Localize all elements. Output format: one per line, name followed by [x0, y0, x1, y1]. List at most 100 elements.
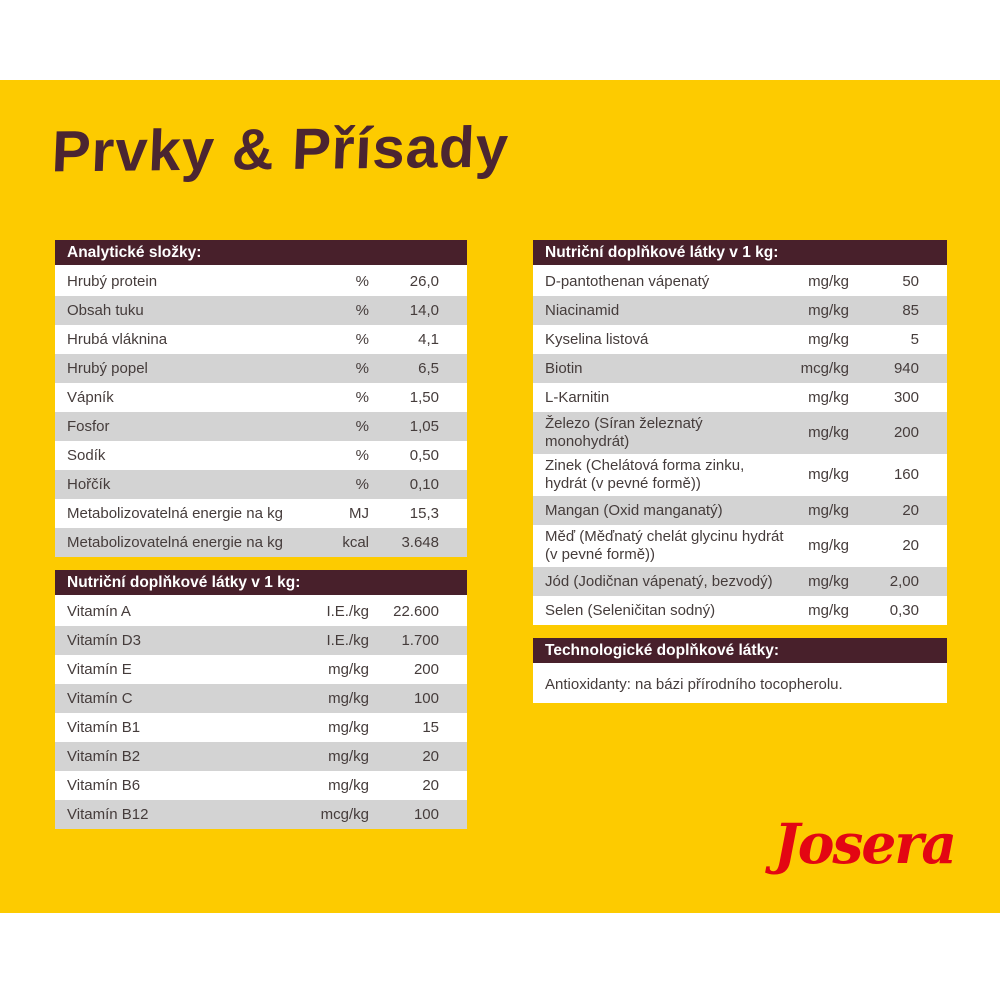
row-value: 1,50: [409, 388, 439, 406]
row-name: Vitamín D3: [67, 631, 141, 649]
row-value: 20: [422, 747, 439, 765]
row-unit: mg/kg: [808, 501, 849, 519]
row-unit: mg/kg: [328, 776, 369, 794]
row-name: Biotin: [545, 359, 583, 377]
row-name: Hrubá vláknina: [67, 330, 168, 348]
row-name: Vápník: [67, 388, 114, 406]
row-value: 50: [902, 272, 919, 290]
table-row: Metabolizovatelná energie na kg kcal 3.648: [55, 528, 467, 557]
row-value: 160: [893, 466, 919, 483]
row-value: 4,1: [418, 330, 439, 348]
table-row: Vitamín B6 mg/kg 20: [55, 771, 467, 800]
row-unit: I.E./kg: [326, 602, 369, 620]
row-value: 5: [910, 330, 919, 348]
analytical-table: Analytické složky: Hrubý protein% 26,0 Obs…: [55, 240, 467, 557]
table-row: Biotin mcg/kg 940: [533, 354, 947, 383]
row-unit: mg/kg: [808, 388, 849, 406]
table-row: L-Karnitin mg/kg 300: [533, 383, 947, 412]
page-title: Prvky & Přísady: [50, 114, 511, 185]
table-row: Vitamín A I.E./kg 22.600: [55, 597, 467, 626]
row-unit: mg/kg: [808, 537, 849, 554]
row-value: 20: [902, 501, 919, 519]
row-value: 0,10: [409, 475, 439, 493]
row-unit: mcg/kg: [800, 359, 849, 377]
table-row: Vápník% 1,50: [55, 383, 467, 412]
technological-table-content: Antioxidanty: na bázi přírodního tocophe…: [533, 665, 947, 703]
table-row: Zinek (Chelátová forma zinku, hydrát (v …: [533, 454, 947, 496]
row-unit: mg/kg: [808, 330, 849, 348]
nutritional-left-table-body: Vitamín A I.E./kg 22.600 Vitamín D3 I.E./kg 1…: [55, 597, 467, 829]
row-name: Vitamín E: [67, 660, 132, 678]
row-name: Sodík: [67, 446, 106, 464]
row-unit: mg/kg: [808, 424, 849, 441]
row-name: Železo (Síran železnatý monohydrát): [545, 415, 703, 450]
row-value: 20: [422, 776, 439, 794]
nutritional-right-table: Nutriční doplňkové látky v 1 kg: D-panto…: [533, 240, 947, 625]
row-value: 200: [413, 660, 439, 678]
row-name: Kyselina listová: [545, 330, 649, 348]
table-row: Sodík% 0,50: [55, 441, 467, 470]
row-value: 6,5: [418, 359, 439, 377]
top-white-band: [0, 0, 1000, 80]
table-row: Měď (Měďnatý chelát glycinu hydrát (v pe…: [533, 525, 947, 567]
nutritional-left-table: Nutriční doplňkové látky v 1 kg: Vitamín…: [55, 570, 467, 829]
table-row: Selen (Seleničitan sodný) mg/kg 0,30: [533, 596, 947, 625]
row-unit: mg/kg: [328, 689, 369, 707]
table-row: Hrubá vláknina% 4,1: [55, 325, 467, 354]
analytical-table-body: Hrubý protein% 26,0 Obsah tuku% 14,0 Hrubá v…: [55, 267, 467, 557]
table-row: Vitamín E mg/kg 200: [55, 655, 467, 684]
row-value: 20: [902, 537, 919, 554]
row-name: Hrubý protein: [67, 272, 158, 290]
row-name: Hrubý popel: [67, 359, 148, 377]
row-unit: mg/kg: [808, 466, 849, 483]
row-value: 0,30: [889, 601, 919, 619]
row-name: Selen (Seleničitan sodný): [545, 601, 716, 619]
row-unit: kcal: [342, 533, 369, 551]
table-row: Jód (Jodičnan vápenatý, bezvodý) mg/kg 2,0…: [533, 567, 947, 596]
table-row: Vitamín B1 mg/kg 15: [55, 713, 467, 742]
table-row: Hrubý protein% 26,0: [55, 267, 467, 296]
row-name: D-pantothenan vápenatý: [545, 272, 710, 290]
row-unit: mg/kg: [328, 718, 369, 736]
row-unit: mg/kg: [808, 572, 849, 590]
josera-logo: Josera: [773, 811, 957, 876]
row-value: 200: [893, 424, 919, 441]
row-unit: %: [355, 330, 369, 348]
row-value: 85: [902, 301, 919, 319]
table-row: Niacinamid mg/kg 85: [533, 296, 947, 325]
row-name: Metabolizovatelná energie na kg: [67, 533, 283, 551]
row-name: Vitamín B12: [67, 805, 149, 823]
row-value: 14,0: [409, 301, 439, 319]
row-unit: %: [355, 301, 369, 319]
row-value: 3.648: [401, 533, 439, 551]
row-unit: MJ: [349, 504, 369, 522]
row-name: Vitamín A: [67, 602, 131, 620]
left-column: Analytické složky: Hrubý protein% 26,0 Obs…: [55, 240, 467, 842]
row-unit: mg/kg: [808, 272, 849, 290]
row-unit: %: [355, 475, 369, 493]
bottom-white-band: [0, 913, 1000, 1000]
row-value: 15: [422, 718, 439, 736]
row-value: 100: [413, 805, 439, 823]
row-value: 15,3: [409, 504, 439, 522]
row-unit: mg/kg: [328, 747, 369, 765]
row-value: 1.700: [401, 631, 439, 649]
right-column: Nutriční doplňkové látky v 1 kg: D-panto…: [533, 240, 947, 716]
row-name: Měď (Měďnatý chelát glycinu hydrát (v pe…: [545, 528, 784, 563]
row-unit: mg/kg: [328, 660, 369, 678]
table-row: Mangan (Oxid manganatý) mg/kg 20: [533, 496, 947, 525]
row-name: Metabolizovatelná energie na kg: [67, 504, 283, 522]
row-name: Mangan (Oxid manganatý): [545, 501, 723, 519]
row-value: 300: [893, 388, 919, 406]
row-value: 22.600: [393, 602, 439, 620]
row-unit: %: [355, 388, 369, 406]
table-row: Hořčík% 0,10: [55, 470, 467, 499]
row-name: Niacinamid: [545, 301, 620, 319]
table-row: Hrubý popel% 6,5: [55, 354, 467, 383]
row-unit: %: [355, 446, 369, 464]
row-unit: mg/kg: [808, 301, 849, 319]
row-name: Obsah tuku: [67, 301, 144, 319]
table-row: Fosfor% 1,05: [55, 412, 467, 441]
nutritional-left-table-header: Nutriční doplňkové látky v 1 kg:: [55, 570, 467, 597]
row-name: Zinek (Chelátová forma zinku, hydrát (v …: [545, 457, 745, 492]
